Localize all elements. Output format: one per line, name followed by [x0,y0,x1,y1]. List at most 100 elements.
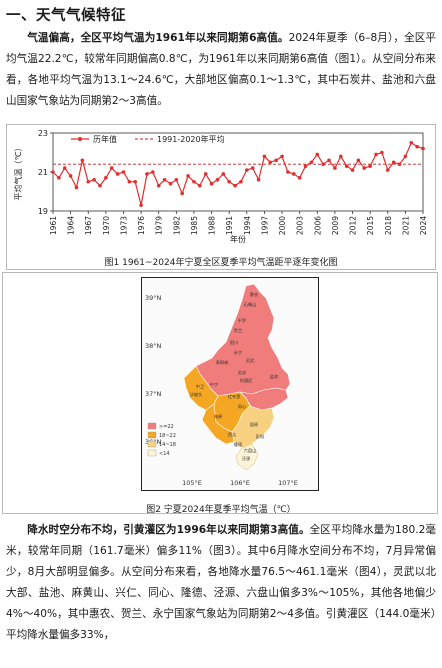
place-label: 固原 [250,422,258,428]
data-point [156,183,161,188]
data-point [245,168,249,172]
lon-label: 107°E [278,479,298,487]
data-point [268,160,273,165]
place-label: 灵武 [246,357,255,364]
data-point [338,154,343,159]
place-label: 海原 [214,413,222,420]
data-point [98,183,102,188]
place-label: 石嘴山 [244,301,257,308]
legend-label: <14 [159,451,170,457]
x-tick-label: 2018 [384,216,393,235]
figure-1-chart: 19 21 23 平均气温（℃） 1961 1964 1967 1970 1973 1976 197… [6,124,436,270]
legend-baseline-label: 1991-2020年平均 [157,134,225,144]
place-label: 永宁 [234,349,242,355]
data-point [239,179,243,184]
y-axis-label: 平均气温（℃） [13,144,23,201]
place-label: 盐池 [270,373,279,379]
x-tick-label: 1964 [67,216,76,235]
data-point [256,178,261,182]
x-tick-label: 1979 [155,216,164,235]
data-point [350,168,355,172]
x-tick-label: 2021 [401,216,410,235]
figure-1-caption: 图1 1961~2024年宁夏全区夏季平均气温距平逐年变化图 [104,258,338,268]
legend-label: >=22 [159,424,174,430]
data-point [68,174,73,178]
data-point [368,164,372,168]
data-point [303,164,308,168]
place-label: 彭阳 [256,433,264,440]
place-label: 惠农 [250,291,259,298]
data-point [145,172,149,176]
lat-label: 38°N [145,342,162,350]
data-point [327,158,331,163]
place-label: 青铜峡 [216,359,229,366]
place-label: 六盘山 [244,447,257,454]
data-point [51,170,55,174]
data-point [109,166,114,170]
legend-label: 14~18 [159,442,176,448]
place-label: 同心 [238,403,247,410]
place-label: 泾源 [242,455,251,462]
y-tick-label: 23 [38,129,48,138]
x-tick-label: 1973 [119,216,128,235]
place-label: 吴忠 [238,370,246,376]
data-point [74,185,79,190]
x-tick-label: 1982 [172,216,181,235]
x-tick-label: 2009 [331,216,340,235]
data-point [127,179,132,184]
data-point [139,203,143,207]
data-point [104,176,108,180]
paragraph-lead: 降水时空分布不均，引黄灌区为1996年以来同期第3高值。 [27,524,310,536]
paragraph-precipitation: 降水时空分布不均，引黄灌区为1996年以来同期第3高值。全区平均降水量为180.… [6,520,436,646]
section-title: 一、天气气候特征 [6,8,126,24]
region-south-mild [201,403,235,445]
data-point [86,179,91,184]
y-tick-label: 19 [38,207,48,216]
data-point [385,168,390,172]
x-tick-label: 1961 [49,216,58,235]
lat-label: 37°N [145,390,162,398]
data-point [403,154,408,159]
region-south-cold [235,443,259,471]
lon-label: 105°E [182,479,202,487]
lon-labels: 105°E 106°E 107°E [182,479,298,487]
x-tick-label: 1988 [208,216,217,235]
place-label: 中宁 [210,381,218,388]
data-point [421,146,425,151]
data-point [115,172,120,176]
paragraph-temperature: 气温偏高，全区平均气温为1961年以来同期第6高值。2024年夏季（6–8月），… [6,28,436,112]
data-point [262,154,267,159]
data-point [391,160,396,165]
data-point [415,144,419,149]
temperature-chart-svg: 19 21 23 平均气温（℃） 1961 1964 1967 1970 1973 1976 197… [13,129,428,244]
data-point [57,176,61,180]
data-point [409,140,414,145]
paragraph-lead: 气温偏高，全区平均气温为1961年以来同期第6高值。 [27,32,289,44]
data-point [209,181,214,186]
x-tick-label: 1994 [243,216,252,235]
data-point [274,158,278,163]
data-point [315,152,320,157]
legend-swatch [147,431,157,439]
x-tick-label: 1991 [225,216,234,235]
map-legend: >=22 18~22 14~18 <14 [147,422,176,457]
data-point [221,172,226,176]
place-label: 贺兰 [234,327,242,334]
data-point [192,179,196,184]
place-label: 红寺堡 [228,393,241,399]
x-tick-label: 2003 [296,216,305,235]
x-tick-label: 1985 [190,216,199,235]
data-point [233,183,237,188]
place-label: 西吉 [228,432,236,438]
lat-label: 39°N [145,294,162,302]
plot-frame [52,132,424,212]
data-point [286,170,290,174]
x-tick-label: 2024 [419,216,428,235]
x-tick-label: 2015 [366,216,375,235]
y-tick-label: 21 [38,168,48,177]
x-tick-label: 2000 [278,216,287,235]
